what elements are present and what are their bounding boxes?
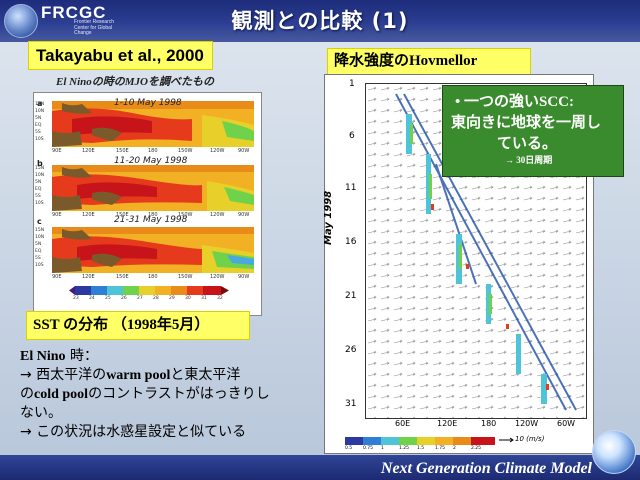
sst-map-panel-b (52, 165, 254, 211)
y-axis-title: May 1998 (323, 190, 334, 245)
lat-axis-a: 15N 10N 5N EQ 5S 10S (35, 102, 45, 142)
logo-name: FRCGC (41, 3, 107, 22)
lat-axis-b: 15N 10N 5N EQ 5S 10S (35, 166, 45, 206)
globe-icon (4, 4, 38, 38)
reference-label: Takayabu et al., 2000 (28, 41, 213, 70)
vector-scale-arrow-icon (499, 437, 514, 443)
panel-label-a: 1-10 May 1998 (114, 98, 182, 108)
sst-figure: a 15N 10N 5N EQ 5S 10S 1-10 May 1998 b 15N 10N… (33, 92, 262, 316)
sst-map-panel-c (52, 227, 254, 273)
precip-colorbar (345, 437, 495, 445)
sst-map-panel-a (52, 101, 254, 147)
slide-title: 観測との比較 (1) (231, 9, 409, 33)
panel-label-b: 11-20 May 1998 (114, 156, 188, 166)
el-nino-term: El Nino (20, 349, 66, 364)
panel-letter-a: a (37, 99, 43, 108)
logo-subtitle: Frontier Research Center for Global Chan… (74, 19, 115, 36)
frcgc-logo: FRCGC Frontier Research Center for Globa… (4, 3, 122, 38)
reference-subtitle: El Ninoの時のMJOを調べたもの (56, 76, 214, 88)
panel-letter-b: b (37, 159, 43, 168)
vector-scale-label: 10 (m/s) (515, 435, 545, 443)
panel-letter-c: c (37, 217, 42, 226)
globe-logo-icon (592, 430, 636, 474)
sst-caption: SST の分布 （1998年5月） (26, 311, 250, 340)
footer-bar (0, 455, 640, 480)
panel-label-c: 21-31 May 1998 (114, 215, 188, 225)
footer-title: Next Generation Climate Model (380, 460, 592, 477)
sst-colorbar (69, 286, 229, 295)
header-bar (0, 0, 640, 42)
lat-axis-c: 15N 10N 5N EQ 5S 10S (35, 228, 45, 268)
el-nino-notes: El Nino 時： → 西太平洋のwarm poolと東太平洋 のcold p… (20, 348, 270, 440)
hovmoller-label: 降水強度のHovmellor (327, 48, 531, 75)
scc-callout: • 一つの強いSCC: 東向きに地球を一周し ている。 → 30日周期 (442, 85, 624, 177)
